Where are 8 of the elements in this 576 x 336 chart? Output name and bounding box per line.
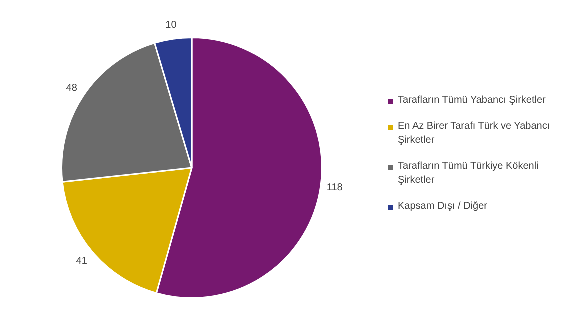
legend-label: Kapsam Dışı / Diğer — [398, 200, 488, 214]
data-label: 118 — [326, 182, 344, 194]
legend-label: En Az Birer Tarafı Türk ve Yabancı Şirketler — [398, 120, 552, 148]
data-label: 48 — [66, 82, 78, 94]
legend-label: Tarafların Tümü Yabancı Şirketler — [398, 94, 546, 108]
legend-label: Tarafların Tümü Türkiye Kökenli Şirketler — [398, 160, 540, 188]
data-label: 41 — [76, 256, 88, 267]
data-label: 10 — [166, 20, 178, 32]
